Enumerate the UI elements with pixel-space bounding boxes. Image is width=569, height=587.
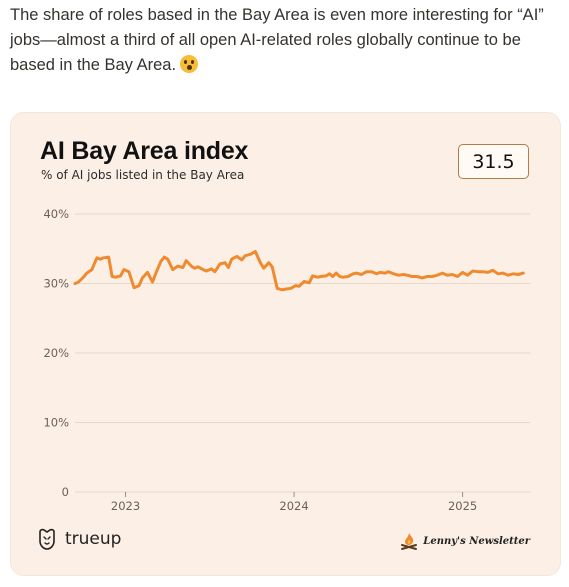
current-value-text: 31.5 bbox=[472, 150, 515, 173]
y-tick-label: 10% bbox=[43, 416, 69, 430]
x-axis-ticks: 2023 2024 2025 bbox=[111, 492, 477, 513]
chart-subtitle: % of AI jobs listed in the Bay Area bbox=[41, 168, 245, 182]
trueup-logo-icon bbox=[39, 528, 55, 550]
line-chart: 0 10% 20% 30% 40% 2023 2024 2025 bbox=[43, 207, 530, 513]
x-tick-label: 2024 bbox=[279, 499, 308, 513]
trueup-wordmark: trueup bbox=[65, 529, 122, 549]
series-line bbox=[73, 250, 525, 292]
y-tick-label: 20% bbox=[43, 346, 69, 360]
y-tick-label: 40% bbox=[43, 207, 69, 221]
intro-paragraph: The share of roles based in the Bay Area… bbox=[10, 3, 562, 78]
lennys-newsletter-brand: Lenny's Newsletter bbox=[399, 531, 530, 551]
grid-layer bbox=[75, 213, 530, 493]
x-tick-label: 2025 bbox=[448, 499, 477, 513]
x-tick-label: 2023 bbox=[111, 499, 140, 513]
chart-title: AI Bay Area index bbox=[40, 137, 249, 165]
intro-text: The share of roles based in the Bay Area… bbox=[10, 6, 544, 74]
chart-card: AI Bay Area index % of AI jobs listed in… bbox=[10, 112, 561, 576]
astonished-face-emoji bbox=[180, 55, 199, 73]
trueup-brand: trueup bbox=[37, 528, 121, 550]
y-tick-label: 0 bbox=[62, 485, 69, 499]
lennys-newsletter-wordmark: Lenny's Newsletter bbox=[423, 535, 530, 547]
y-tick-label: 30% bbox=[43, 277, 69, 291]
current-value-badge: 31.5 bbox=[458, 144, 529, 179]
y-axis-ticks: 0 10% 20% 30% 40% bbox=[43, 207, 69, 499]
campfire-logo-icon bbox=[401, 533, 418, 550]
